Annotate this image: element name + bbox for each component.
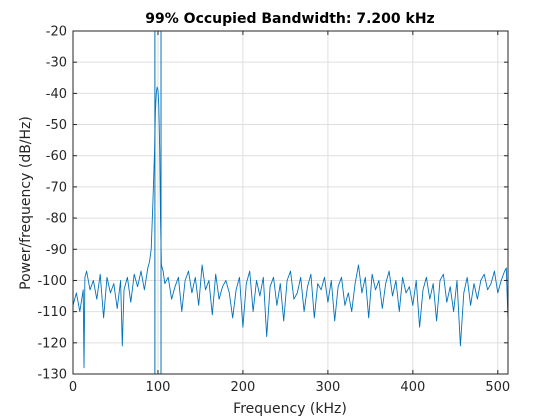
y-tick-label: -20 bbox=[46, 25, 67, 40]
series-layer bbox=[72, 31, 509, 374]
y-tick-label: -50 bbox=[46, 118, 67, 133]
y-tick-label: -60 bbox=[46, 149, 67, 164]
y-tick-label: -90 bbox=[46, 243, 67, 258]
y-tick-label: -70 bbox=[46, 180, 67, 195]
y-tick-label: -30 bbox=[46, 56, 67, 71]
y-axis-label: Power/frequency (dB/Hz) bbox=[18, 116, 34, 290]
x-tick-label: 400 bbox=[400, 380, 425, 395]
x-tick-label: 0 bbox=[69, 380, 77, 395]
y-tick-label: -110 bbox=[37, 305, 67, 320]
y-tick-label: -80 bbox=[46, 212, 67, 227]
x-tick-label: 500 bbox=[485, 380, 510, 395]
y-tick-label: -120 bbox=[37, 336, 67, 351]
x-tick-label: 200 bbox=[231, 380, 256, 395]
y-tick-label: -100 bbox=[37, 274, 67, 289]
plot-area bbox=[73, 31, 508, 374]
axis-ticks: 0 100 200 300 400 500 -130 -120 -110 -100 -90 -80 -7… bbox=[37, 25, 510, 396]
psd-line bbox=[72, 86, 509, 369]
x-tick-label: 100 bbox=[146, 380, 171, 395]
x-tick-label: 300 bbox=[315, 380, 340, 395]
chart-title: 99% Occupied Bandwidth: 7.200 kHz bbox=[145, 11, 434, 27]
y-tick-label: -40 bbox=[46, 87, 67, 102]
x-axis-label: Frequency (kHz) bbox=[233, 401, 347, 417]
y-tick-label: -130 bbox=[37, 368, 67, 383]
plot-frame bbox=[72, 30, 509, 375]
